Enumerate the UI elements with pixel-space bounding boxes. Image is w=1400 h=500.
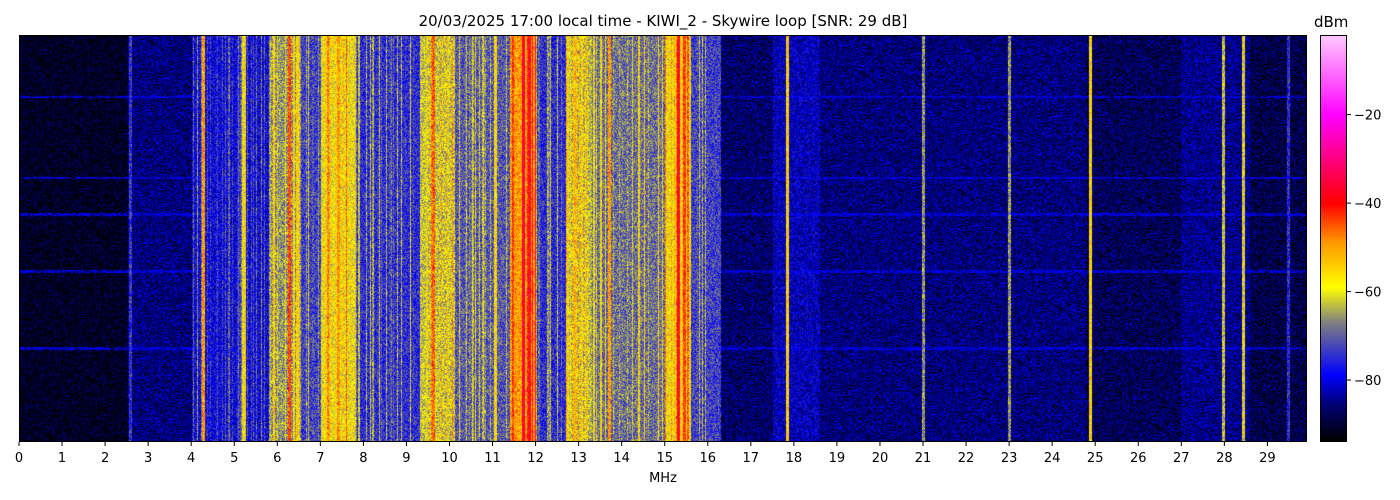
x-tick-label: 1 xyxy=(58,451,66,466)
x-tick-label: 13 xyxy=(570,451,587,466)
x-tick-label: 14 xyxy=(613,451,630,466)
x-tick-label: 5 xyxy=(230,451,238,466)
chart-title: 20/03/2025 17:00 local time - KIWI_2 - S… xyxy=(418,12,908,30)
x-tick-label: 6 xyxy=(273,451,281,466)
waterfall-plot xyxy=(19,35,1307,442)
x-tick-label: 29 xyxy=(1259,451,1276,466)
x-tick-label: 15 xyxy=(656,451,673,466)
x-tick-label: 22 xyxy=(958,451,975,466)
x-tick-label: 28 xyxy=(1216,451,1233,466)
x-tick-label: 0 xyxy=(15,451,23,466)
x-tick-label: 27 xyxy=(1173,451,1190,466)
x-tick-label: 18 xyxy=(786,451,803,466)
x-tick-label: 16 xyxy=(699,451,716,466)
x-tick-label: 19 xyxy=(829,451,846,466)
x-tick-label: 9 xyxy=(402,451,410,466)
colorbar-label: dBm xyxy=(1314,13,1349,31)
x-tick-label: 10 xyxy=(441,451,458,466)
x-tick-label: 25 xyxy=(1087,451,1104,466)
colorbar-tick-label: −40 xyxy=(1354,197,1381,212)
x-tick-label: 12 xyxy=(527,451,544,466)
waterfall-heatmap xyxy=(20,36,1306,441)
x-tick-label: 8 xyxy=(359,451,367,466)
x-tick-label: 26 xyxy=(1130,451,1147,466)
colorbar-tick-label: −20 xyxy=(1354,109,1381,124)
x-tick-label: 3 xyxy=(144,451,152,466)
x-tick-label: 24 xyxy=(1044,451,1061,466)
x-tick-label: 17 xyxy=(743,451,760,466)
colorbar-tick-label: −80 xyxy=(1354,374,1381,389)
x-tick-label: 21 xyxy=(915,451,932,466)
x-tick-label: 23 xyxy=(1001,451,1018,466)
x-tick-label: 4 xyxy=(187,451,195,466)
x-tick-label: 7 xyxy=(316,451,324,466)
x-tick-label: 2 xyxy=(101,451,109,466)
x-tick-label: 20 xyxy=(872,451,889,466)
colorbar-tick-label: −60 xyxy=(1354,286,1381,301)
x-tick-label: 11 xyxy=(484,451,501,466)
colorbar xyxy=(1320,35,1347,442)
x-axis-label: MHz xyxy=(649,471,677,486)
